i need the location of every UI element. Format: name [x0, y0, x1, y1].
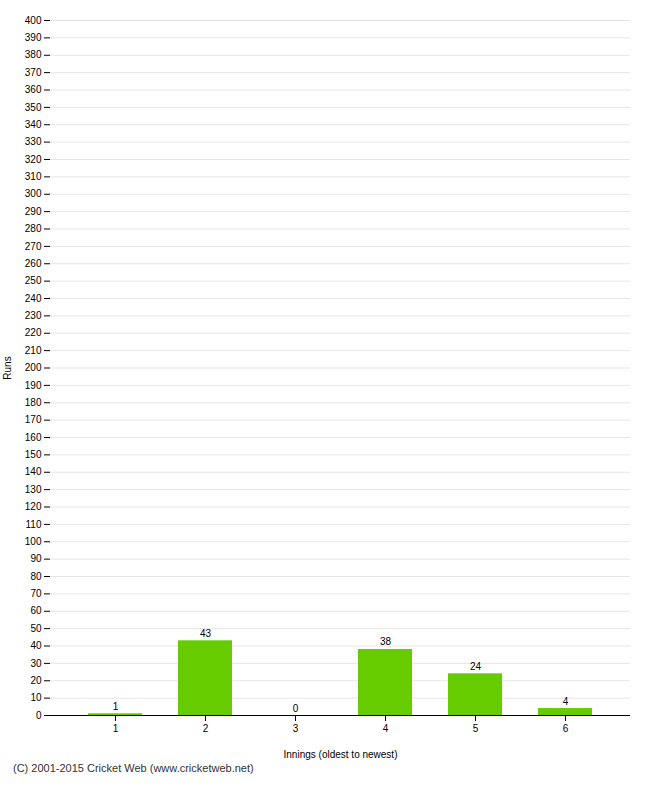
- svg-text:120: 120: [25, 501, 42, 512]
- svg-text:1: 1: [113, 723, 119, 734]
- svg-text:240: 240: [25, 293, 42, 304]
- svg-text:270: 270: [25, 241, 42, 252]
- svg-text:220: 220: [25, 327, 42, 338]
- html-text:(C) 2001-2015 Cricket Web (www: (C) 2001-2015 Cricket Web (www.cricketwe…: [13, 762, 254, 774]
- svg-text:380: 380: [25, 49, 42, 60]
- svg-text:370: 370: [25, 67, 42, 78]
- svg-text:300: 300: [25, 188, 42, 199]
- svg-text:30: 30: [30, 658, 42, 669]
- svg-text:6: 6: [563, 723, 569, 734]
- svg-text:340: 340: [25, 119, 42, 130]
- svg-text:360: 360: [25, 84, 42, 95]
- svg-text:0: 0: [36, 710, 42, 721]
- svg-text:3: 3: [293, 723, 299, 734]
- svg-text:150: 150: [25, 449, 42, 460]
- svg-text:10: 10: [30, 692, 42, 703]
- svg-text:80: 80: [30, 571, 42, 582]
- svg-text:24: 24: [470, 661, 482, 672]
- svg-text:1: 1: [113, 701, 119, 712]
- svg-text:160: 160: [25, 432, 42, 443]
- svg-text:60: 60: [30, 605, 42, 616]
- svg-text:230: 230: [25, 310, 42, 321]
- svg-text:280: 280: [25, 223, 42, 234]
- svg-text:2: 2: [203, 723, 209, 734]
- svg-text:100: 100: [25, 536, 42, 547]
- svg-text:4: 4: [383, 723, 389, 734]
- svg-text:20: 20: [30, 675, 42, 686]
- svg-text:130: 130: [25, 484, 42, 495]
- svg-text:260: 260: [25, 258, 42, 269]
- svg-text:180: 180: [25, 397, 42, 408]
- svg-text:43: 43: [200, 628, 212, 639]
- svg-text:190: 190: [25, 380, 42, 391]
- svg-text:290: 290: [25, 206, 42, 217]
- svg-text:38: 38: [380, 636, 392, 647]
- svg-text:140: 140: [25, 466, 42, 477]
- svg-text:250: 250: [25, 275, 42, 286]
- svg-text:50: 50: [30, 623, 42, 634]
- svg-text:200: 200: [25, 362, 42, 373]
- svg-text:0: 0: [293, 703, 299, 714]
- svg-text:400: 400: [25, 15, 42, 26]
- svg-text:90: 90: [30, 553, 42, 564]
- svg-text:40: 40: [30, 640, 42, 651]
- svg-text:350: 350: [25, 102, 42, 113]
- svg-text:110: 110: [26, 519, 42, 530]
- svg-text:320: 320: [25, 154, 42, 165]
- svg-text:390: 390: [25, 32, 42, 43]
- svg-text:330: 330: [25, 136, 42, 147]
- svg-text:4: 4: [563, 696, 569, 707]
- svg-text:210: 210: [25, 345, 42, 356]
- svg-text:5: 5: [473, 723, 479, 734]
- svg-text:170: 170: [25, 414, 42, 425]
- svg-text:Innings (oldest to newest): Innings (oldest to newest): [284, 749, 398, 760]
- svg-text:310: 310: [25, 171, 42, 182]
- svg-text:70: 70: [30, 588, 42, 599]
- svg-text:Runs: Runs: [2, 356, 13, 379]
